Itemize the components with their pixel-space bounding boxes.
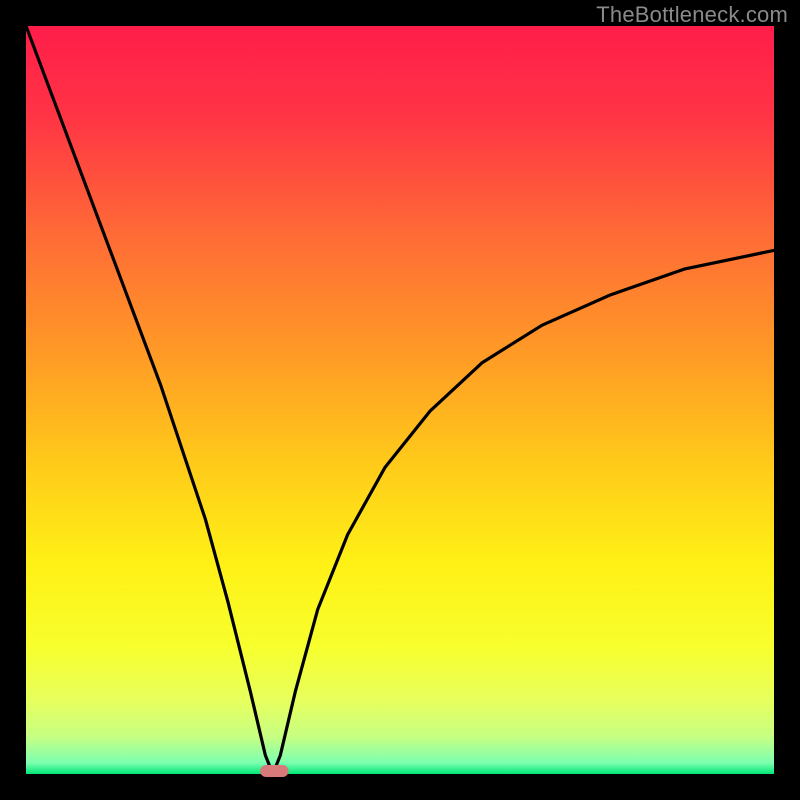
optimal-marker [260,765,288,777]
chart-background-gradient [26,26,774,774]
bottleneck-chart [0,0,800,800]
chart-container: TheBottleneck.com [0,0,800,800]
watermark-text: TheBottleneck.com [596,2,788,28]
